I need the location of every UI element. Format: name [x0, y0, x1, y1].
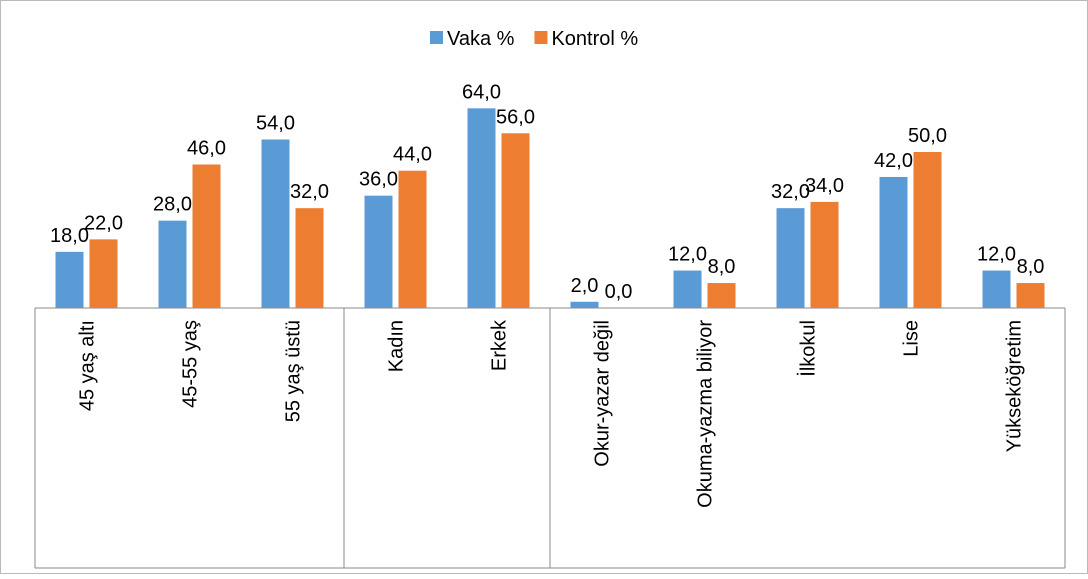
legend-label: Vaka %: [447, 28, 515, 50]
data-label: 12,0: [977, 244, 1016, 266]
bar: [570, 301, 599, 308]
bar: [295, 208, 324, 308]
data-label: 64,0: [462, 81, 501, 103]
x-tick-label: Kadın: [386, 320, 408, 372]
data-label: 54,0: [256, 113, 295, 135]
data-label: 42,0: [874, 150, 913, 172]
bar: [55, 251, 84, 308]
legend-swatch: [430, 31, 443, 44]
bar: [707, 283, 736, 308]
data-label: 36,0: [359, 169, 398, 191]
bar: [398, 170, 427, 308]
bar: [501, 133, 530, 308]
bar: [776, 208, 805, 308]
bar: [879, 176, 908, 308]
bar: [913, 152, 942, 308]
bar: [467, 108, 496, 308]
data-label: 44,0: [393, 144, 432, 166]
data-label: 0,0: [605, 281, 633, 303]
data-label: 28,0: [153, 194, 192, 216]
x-tick-label: 45 yaş altı: [77, 320, 99, 411]
x-tick-label: Erkek: [489, 319, 511, 371]
x-tick-label: Okur-yazar değil: [592, 320, 614, 467]
bar: [89, 239, 118, 308]
data-label: 46,0: [187, 137, 226, 159]
x-tick-label: Okuma-yazma biliyor: [695, 320, 717, 508]
bar: [158, 220, 187, 308]
data-label: 56,0: [496, 106, 535, 128]
bar: [261, 139, 290, 308]
data-label: 8,0: [708, 256, 736, 278]
data-label: 32,0: [290, 181, 329, 203]
data-label: 50,0: [908, 125, 947, 147]
legend-label: Kontrol %: [551, 28, 638, 50]
data-label: 22,0: [84, 212, 123, 234]
legend-swatch: [534, 31, 548, 44]
x-tick-label: Yükseköğretim: [1004, 320, 1026, 452]
x-tick-label: 55 yaş üstü: [283, 320, 305, 422]
bar: [1016, 283, 1045, 308]
x-tick-label: 45-55 yaş: [180, 320, 202, 408]
data-label: 8,0: [1017, 256, 1045, 278]
data-label: 32,0: [771, 181, 810, 203]
bar: [192, 164, 221, 308]
data-label: 18,0: [50, 225, 89, 247]
bar: [982, 270, 1011, 308]
data-label: 12,0: [668, 244, 707, 266]
x-tick-label: Lise: [901, 320, 923, 357]
x-tick-label: İlkokul: [797, 320, 820, 377]
data-label: 2,0: [571, 275, 599, 297]
bar: [364, 195, 393, 308]
bar: [810, 201, 839, 308]
bar: [673, 270, 702, 308]
data-label: 34,0: [805, 175, 844, 197]
